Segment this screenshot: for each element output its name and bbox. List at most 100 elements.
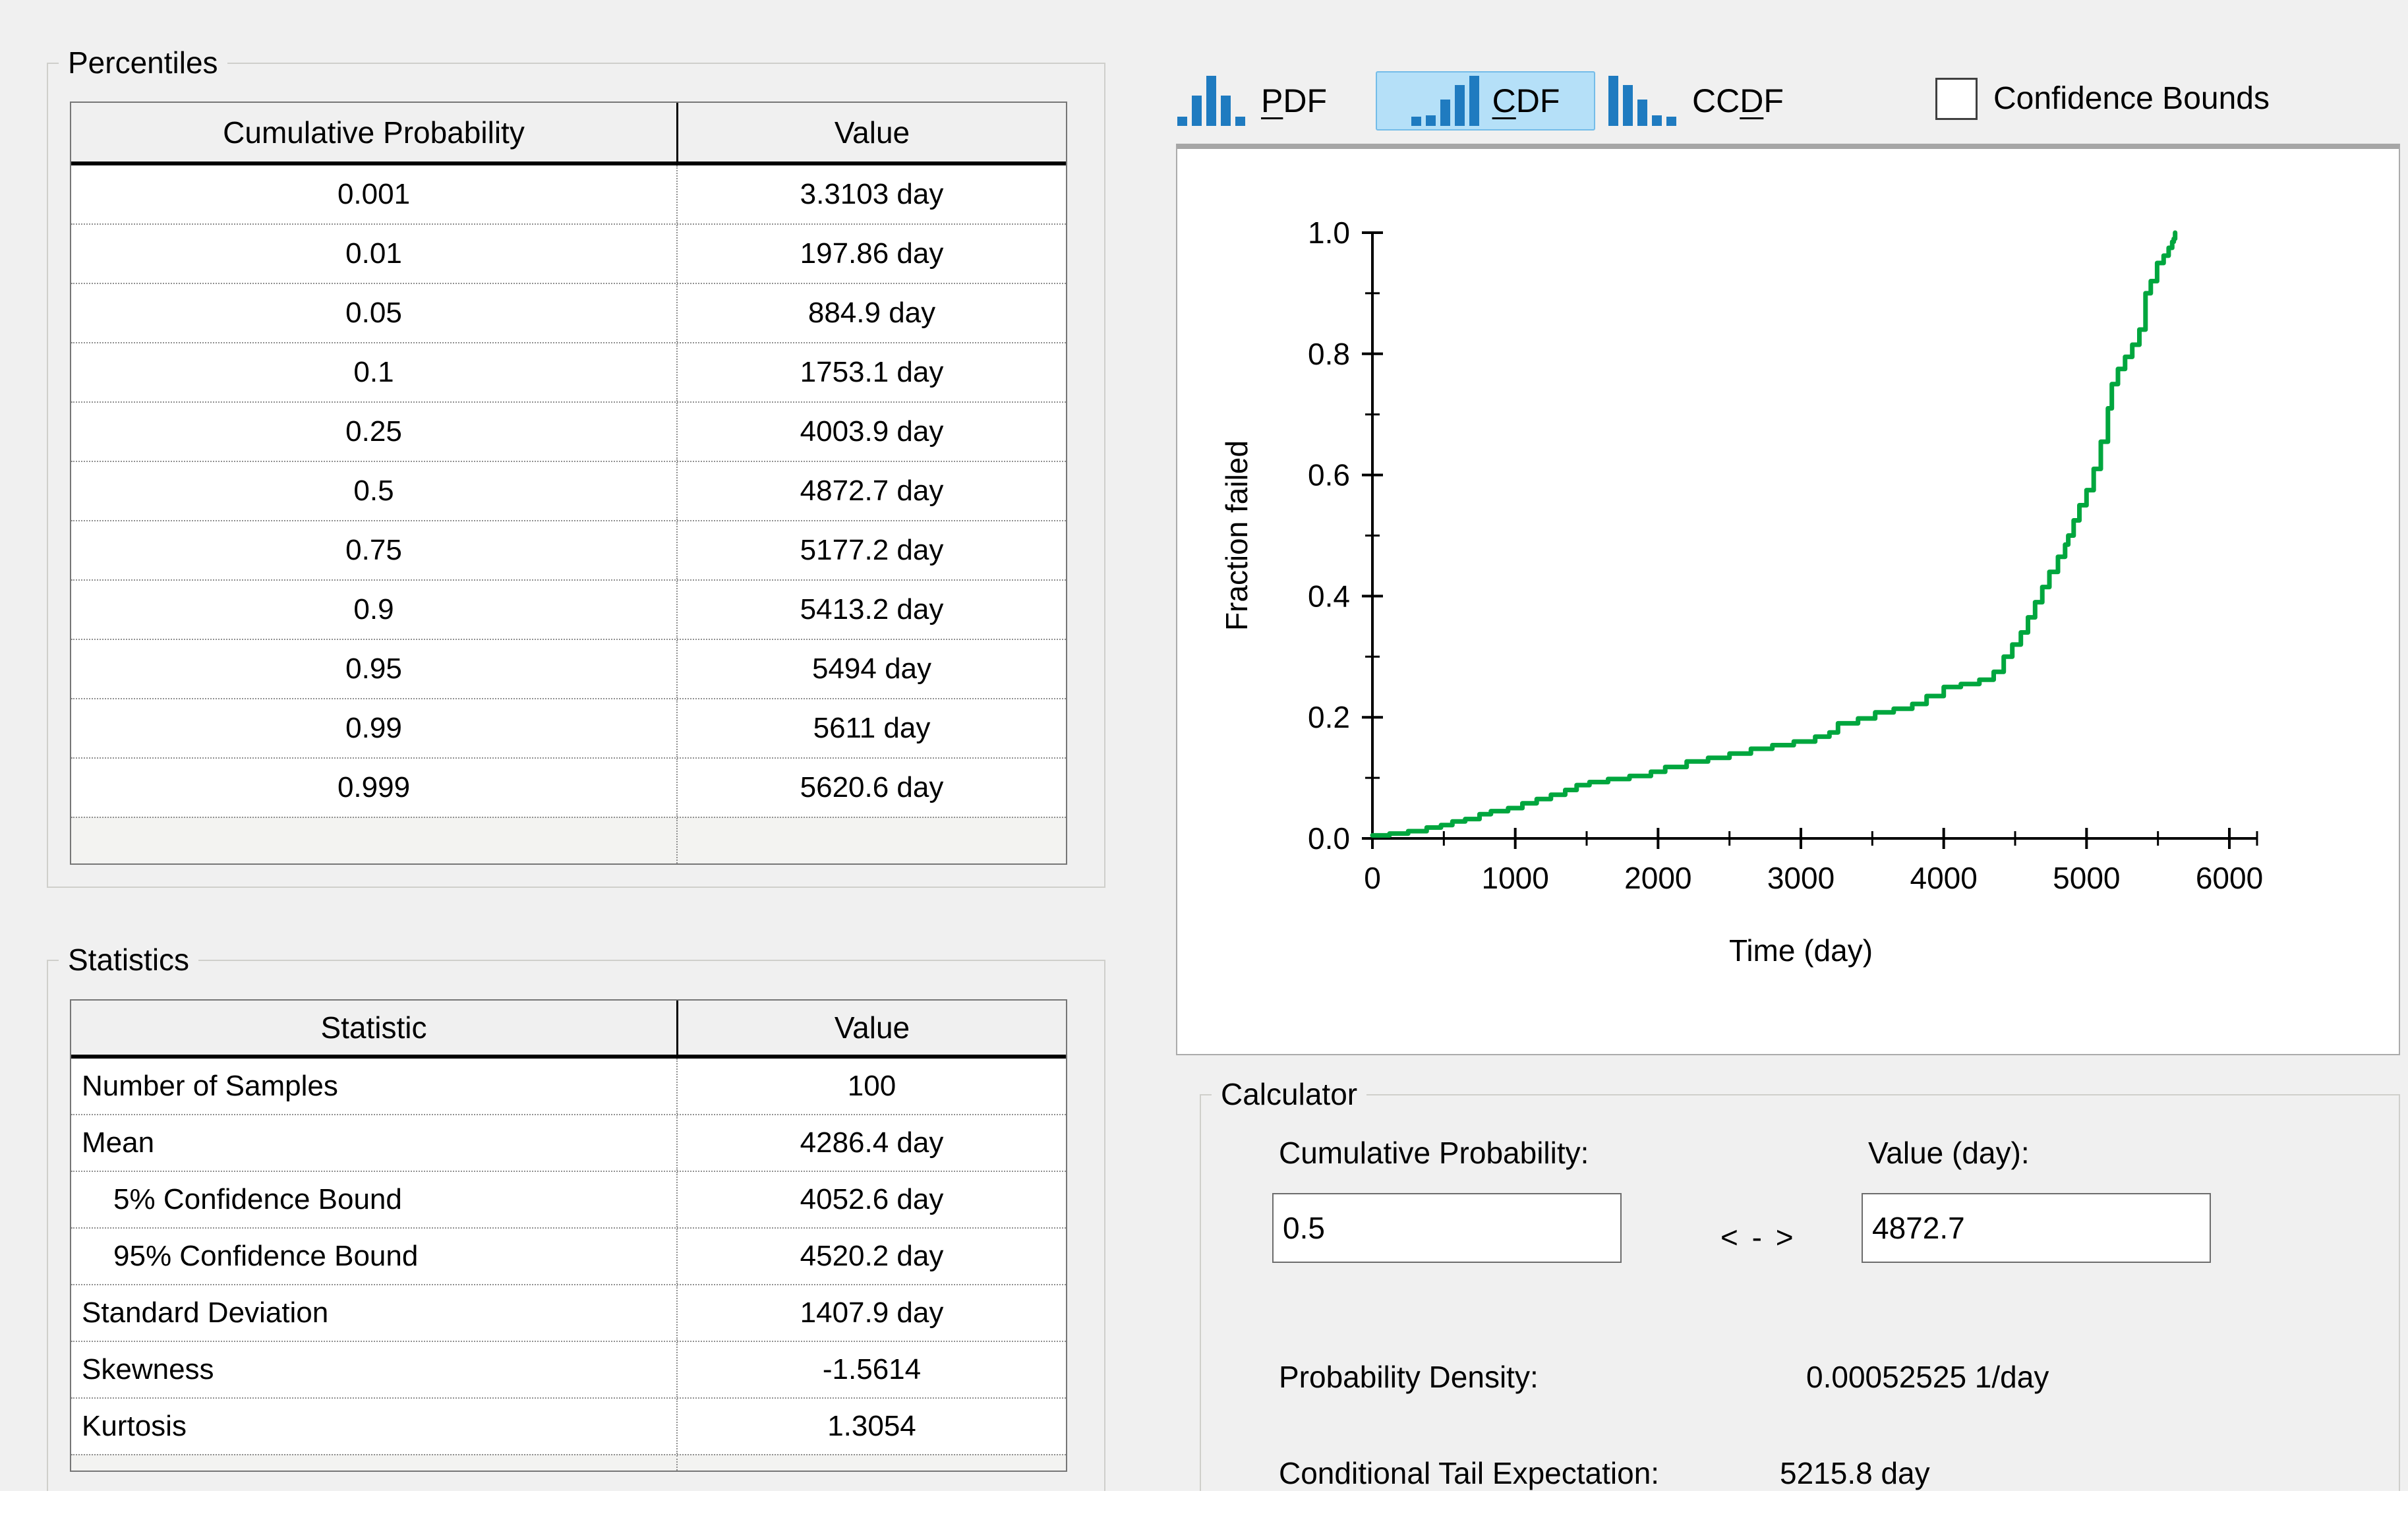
svg-text:5000: 5000 xyxy=(2053,861,2120,895)
svg-text:1000: 1000 xyxy=(1481,861,1548,895)
cdf-chart: 0 1000 2000 3000 4000 5000 6000 0.0 0.2 0.4 0.6 0.8… xyxy=(1219,216,2263,968)
column-header-value: Value xyxy=(676,1001,1066,1055)
cell-probability: 0.01 xyxy=(345,237,402,270)
percentiles-group-label: Percentiles xyxy=(59,43,227,82)
cell-statistic: Skewness xyxy=(82,1353,214,1385)
conditional-tail-expectation-value: 5215.8 day xyxy=(1780,1456,1930,1490)
cell-probability: 0.5 xyxy=(353,475,394,507)
cell-statistic: 95% Confidence Bound xyxy=(113,1240,419,1272)
table-row: 0.999 5620.6 day xyxy=(71,757,1066,817)
cell-value: 4520.2 day xyxy=(676,1229,1066,1284)
column-header-cumulative-probability: Cumulative Probability xyxy=(223,115,525,150)
cell-value: 4286.4 day xyxy=(676,1115,1066,1171)
cell-probability: 0.1 xyxy=(353,356,394,388)
table-row: 0.95 5494 day xyxy=(71,639,1066,698)
svg-text:0.6: 0.6 xyxy=(1308,458,1350,492)
table-empty-area xyxy=(71,1454,1066,1471)
cell-value: 100 xyxy=(676,1059,1066,1114)
cell-value: 4872.7 day xyxy=(676,462,1066,520)
percentiles-group: Percentiles Cumulative Probability Value… xyxy=(47,43,1105,888)
cumulative-probability-input[interactable] xyxy=(1272,1193,1622,1263)
table-row: 0.9 5413.2 day xyxy=(71,579,1066,639)
cell-probability: 0.9 xyxy=(353,593,394,626)
svg-text:4000: 4000 xyxy=(1910,861,1977,895)
column-header-value: Value xyxy=(676,103,1066,161)
statistics-group-label: Statistics xyxy=(59,940,199,979)
cell-probability: 0.999 xyxy=(337,771,411,803)
cdf-icon xyxy=(1411,76,1479,126)
svg-text:6000: 6000 xyxy=(2196,861,2263,895)
cell-value: -1.5614 xyxy=(676,1342,1066,1397)
window-bottom-strip xyxy=(0,1491,2408,1516)
cell-probability: 0.001 xyxy=(337,178,411,210)
svg-text:Fraction failed: Fraction failed xyxy=(1219,440,1254,631)
cell-value: 4052.6 day xyxy=(676,1172,1066,1227)
table-row: 0.05 884.9 day xyxy=(71,283,1066,342)
cell-value: 197.86 day xyxy=(676,225,1066,283)
svg-text:0.4: 0.4 xyxy=(1308,579,1350,613)
cell-probability: 0.95 xyxy=(345,653,402,685)
ccdf-button[interactable]: CCDF xyxy=(1608,71,1784,131)
cell-statistic: Mean xyxy=(82,1126,155,1159)
table-row: 0.1 1753.1 day xyxy=(71,342,1066,401)
probability-density-value: 0.00052525 1/day xyxy=(1806,1360,2049,1394)
svg-text:0.0: 0.0 xyxy=(1308,821,1350,856)
calculator-group-label: Calculator xyxy=(1212,1074,1367,1114)
table-row: 95% Confidence Bound 4520.2 day xyxy=(71,1227,1066,1284)
cell-value: 4003.9 day xyxy=(676,403,1066,461)
svg-text:0.2: 0.2 xyxy=(1308,700,1350,734)
cell-value: 5620.6 day xyxy=(676,759,1066,817)
cdf-button[interactable]: CDF xyxy=(1376,71,1595,131)
cumulative-probability-label: Cumulative Probability: xyxy=(1279,1136,1589,1170)
table-row: 0.99 5611 day xyxy=(71,698,1066,757)
conditional-tail-expectation-label: Conditional Tail Expectation: xyxy=(1279,1456,1660,1490)
svg-text:Time (day): Time (day) xyxy=(1729,933,1873,968)
cell-value: 5611 day xyxy=(676,699,1066,757)
cdf-button-label: CDF xyxy=(1492,82,1560,119)
table-row: Mean 4286.4 day xyxy=(71,1114,1066,1171)
cell-statistic: 5% Confidence Bound xyxy=(113,1183,402,1215)
pdf-button[interactable]: PDF xyxy=(1177,71,1327,131)
cell-probability: 0.25 xyxy=(345,415,402,448)
pdf-button-label: PDF xyxy=(1261,82,1328,119)
svg-text:1.0: 1.0 xyxy=(1308,216,1350,250)
svg-text:0: 0 xyxy=(1364,861,1381,895)
cell-statistic: Kurtosis xyxy=(82,1410,187,1442)
cell-value: 5177.2 day xyxy=(676,521,1066,579)
table-row: 0.01 197.86 day xyxy=(71,223,1066,283)
confidence-bounds-checkbox[interactable] xyxy=(1935,78,1978,120)
cell-statistic: Number of Samples xyxy=(82,1070,338,1102)
table-row: Number of Samples 100 xyxy=(71,1059,1066,1114)
cell-value: 1.3054 xyxy=(676,1399,1066,1454)
cell-value: 1407.9 day xyxy=(676,1285,1066,1341)
percentiles-table-header: Cumulative Probability Value xyxy=(71,103,1066,165)
column-header-statistic: Statistic xyxy=(320,1010,427,1045)
percentiles-table: Cumulative Probability Value 0.001 3.3103… xyxy=(70,102,1067,865)
table-row: 0.75 5177.2 day xyxy=(71,520,1066,579)
svg-text:0.8: 0.8 xyxy=(1308,337,1350,371)
cell-value: 884.9 day xyxy=(676,284,1066,342)
exchange-indicator: < - > xyxy=(1720,1220,1796,1254)
cell-value: 5413.2 day xyxy=(676,581,1066,639)
cell-statistic: Standard Deviation xyxy=(82,1297,329,1329)
svg-text:3000: 3000 xyxy=(1767,861,1835,895)
cell-value: 3.3103 day xyxy=(676,165,1066,223)
svg-text:2000: 2000 xyxy=(1624,861,1691,895)
table-row: Skewness -1.5614 xyxy=(71,1341,1066,1397)
cell-probability: 0.05 xyxy=(345,297,402,329)
statistics-table-header: Statistic Value xyxy=(71,1001,1066,1059)
calculator-group: Calculator Cumulative Probability: Value… xyxy=(1200,1074,2400,1516)
cell-probability: 0.75 xyxy=(345,534,402,566)
confidence-bounds-label: Confidence Bounds xyxy=(1993,81,2270,116)
value-day-input[interactable] xyxy=(1862,1193,2211,1263)
table-row: 0.5 4872.7 day xyxy=(71,461,1066,520)
table-empty-area xyxy=(71,817,1066,863)
statistics-group: Statistics Statistic Value Number of Sam… xyxy=(47,940,1105,1516)
ccdf-icon xyxy=(1608,76,1676,126)
ccdf-button-label: CCDF xyxy=(1692,82,1784,119)
cell-value: 5494 day xyxy=(676,640,1066,698)
table-row: 5% Confidence Bound 4052.6 day xyxy=(71,1171,1066,1227)
cell-value: 1753.1 day xyxy=(676,343,1066,401)
cell-probability: 0.99 xyxy=(345,712,402,744)
